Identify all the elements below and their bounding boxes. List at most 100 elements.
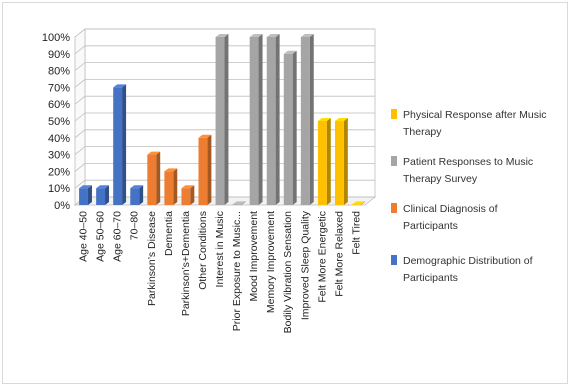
bar-front [130, 188, 140, 205]
bar-side [224, 34, 229, 205]
y-tick-label: 10% [48, 183, 70, 195]
bar [130, 185, 144, 205]
x-tick-label: Parkinson’s+Dementia [180, 211, 192, 316]
legend-swatch [391, 255, 397, 265]
y-tick-label: 20% [48, 166, 70, 178]
x-tick-label: Mood Improvement [248, 211, 260, 302]
legend-label: Clinical Diagnosis of [403, 203, 498, 215]
bar [164, 168, 178, 205]
bar-front [334, 121, 344, 205]
bar-top [96, 185, 110, 189]
bar-top [334, 118, 348, 121]
legend-label: Participants [403, 220, 458, 232]
x-tick-label: Age 50–60 [95, 211, 107, 262]
bar-top [232, 201, 246, 205]
bar-top [249, 34, 263, 37]
bar-front [198, 137, 208, 205]
bar-front [352, 204, 361, 205]
bar-front [232, 204, 242, 205]
bar [79, 185, 92, 205]
bar [113, 84, 127, 205]
bar-side [360, 201, 365, 205]
legend-swatch [391, 203, 397, 213]
x-tick-label: Dementia [163, 211, 175, 256]
bar [249, 34, 263, 205]
x-tick-label: Felt Tired [350, 211, 362, 255]
bar [334, 118, 348, 205]
x-tick-label: Interest in Music [214, 211, 226, 287]
legend-label: Therapy Survey [403, 173, 478, 185]
legend-label: Physical Response after Music [403, 109, 547, 121]
bar-side [241, 201, 246, 205]
y-tick-label: 30% [48, 150, 70, 162]
y-tick-label: 0% [54, 200, 70, 212]
bar [352, 201, 365, 205]
bar-top [215, 34, 229, 37]
bars [79, 34, 365, 205]
bar-side [139, 185, 144, 205]
bar-front [147, 154, 157, 205]
bar-chart: 0% 10% 20% 30% 40% 50% 60% 70% 80% 90% 100% Age 40… [42, 28, 547, 333]
bar-side [122, 84, 127, 205]
y-tick-label: 50% [48, 116, 70, 128]
bar [147, 151, 161, 205]
legend-item: Patient Responses to Music Therapy Survey [391, 156, 533, 185]
bar [232, 201, 246, 205]
bar-side [173, 168, 178, 205]
bar-side [207, 134, 212, 205]
bar-top [198, 134, 212, 138]
bar-front [215, 37, 225, 205]
bar-top [113, 84, 127, 88]
bar-front [283, 53, 293, 205]
legend-item: Physical Response after Music Therapy [391, 109, 547, 138]
x-tick-label: Felt More Energetic [316, 211, 328, 303]
x-tick-label: Felt More Relaxed [333, 211, 345, 297]
y-tick-label: 40% [48, 133, 70, 145]
bar-top [130, 185, 144, 189]
bar-side [292, 50, 297, 205]
bar-side [326, 118, 331, 205]
bar-top [317, 118, 331, 121]
bar-front [249, 37, 259, 205]
legend-swatch [391, 156, 397, 166]
bar [96, 185, 110, 205]
legend: Physical Response after Music Therapy Pati… [391, 109, 547, 284]
legend-item: Clinical Diagnosis of Participants [391, 203, 498, 232]
bar-top [181, 185, 195, 189]
bar-top [164, 168, 178, 172]
bar-top [352, 201, 365, 205]
bar [215, 34, 229, 205]
bar-top [266, 34, 280, 37]
x-tick-label: Prior Exposure to Music... [231, 211, 243, 331]
y-tick-label: 90% [48, 49, 70, 61]
bar-front [79, 188, 88, 205]
x-tick-label: Other Conditions [197, 211, 209, 290]
bar-front [317, 121, 327, 205]
bar-front [96, 188, 106, 205]
bar-side [190, 185, 195, 205]
bar [198, 134, 212, 205]
bar [300, 34, 314, 205]
x-tick-label: Memory Improvement [265, 211, 277, 313]
bar-side [309, 34, 314, 205]
x-tick-label: 70–80 [129, 211, 141, 240]
bar-front [164, 171, 174, 205]
bar-side [258, 34, 263, 205]
y-tick-label: 70% [48, 82, 70, 94]
y-tick-label: 80% [48, 66, 70, 78]
y-axis-ticks: 0% 10% 20% 30% 40% 50% 60% 70% 80% 90% 100% [42, 32, 70, 212]
bar-side [87, 185, 92, 205]
bar-side [105, 185, 110, 205]
bar-top [283, 50, 297, 54]
gridline [74, 28, 375, 38]
bar-side [343, 118, 348, 205]
legend-label: Demographic Distribution of [403, 255, 533, 267]
legend-label: Participants [403, 272, 458, 284]
y-tick-label: 60% [48, 99, 70, 111]
x-tick-label: Age 60–70 [112, 211, 124, 262]
bar [283, 50, 297, 205]
x-tick-label: Improved Sleep Quality [299, 210, 311, 320]
x-axis-ticks: Age 40–50 Age 50–60 Age 60–70 70–80 Parkinso… [78, 210, 363, 333]
bar-top [79, 185, 92, 189]
bar-front [300, 37, 310, 205]
